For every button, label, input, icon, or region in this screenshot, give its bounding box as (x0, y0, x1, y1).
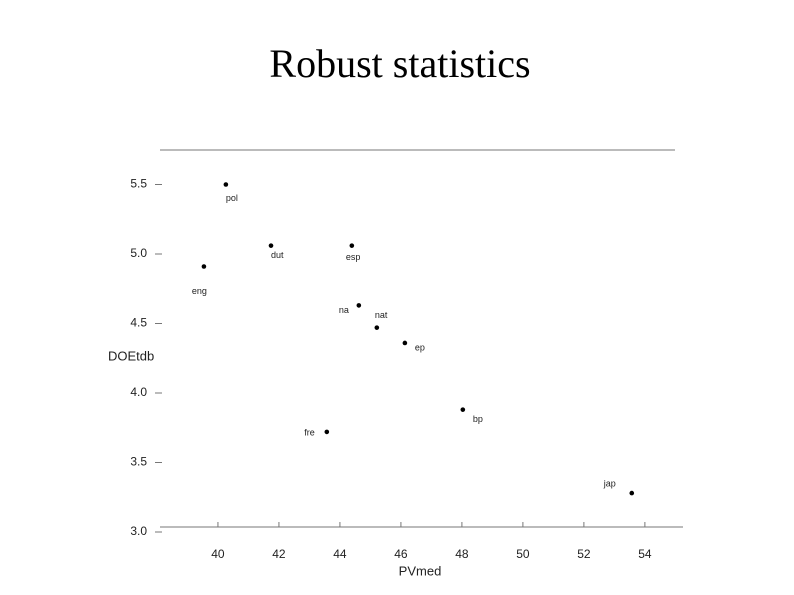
point-label: dut (271, 250, 284, 260)
point-label: ep (415, 342, 425, 352)
point (356, 303, 362, 308)
point-label: fre (304, 427, 315, 437)
slide-title: Robust statistics (269, 41, 530, 86)
point-label: pol (226, 193, 238, 203)
x-tick-label: 46 (394, 547, 408, 561)
point (223, 182, 229, 187)
x-tick-label: 42 (272, 547, 286, 561)
point (349, 243, 355, 248)
point-label: bp (473, 414, 483, 424)
x-tick-label: 48 (455, 547, 469, 561)
point (460, 407, 466, 412)
point (324, 429, 330, 435)
y-tick-label: 4.0 (130, 385, 147, 399)
point (201, 264, 207, 269)
point-label: jap (603, 478, 616, 488)
x-tick-label: 54 (638, 547, 652, 561)
x-axis-label: PVmed (399, 563, 442, 578)
point (402, 340, 408, 346)
point-label: nat (375, 310, 388, 320)
y-axis-label: DOEtdb (108, 348, 154, 363)
x-tick-label: 52 (577, 547, 591, 561)
point-label: esp (346, 252, 361, 262)
point-label: eng (192, 286, 207, 296)
point (268, 243, 274, 248)
y-tick-label: 3.0 (130, 524, 147, 538)
point-label: na (339, 305, 349, 315)
y-tick-label: 3.5 (130, 455, 147, 469)
x-tick-label: 40 (211, 547, 225, 561)
y-tick-label: 5.0 (130, 246, 147, 260)
y-tick-label: 4.5 (130, 316, 147, 330)
x-tick-label: 50 (516, 547, 530, 561)
x-tick-label: 44 (333, 547, 347, 561)
y-tick-label: 5.5 (130, 177, 147, 191)
point (374, 325, 380, 330)
point (629, 490, 635, 496)
